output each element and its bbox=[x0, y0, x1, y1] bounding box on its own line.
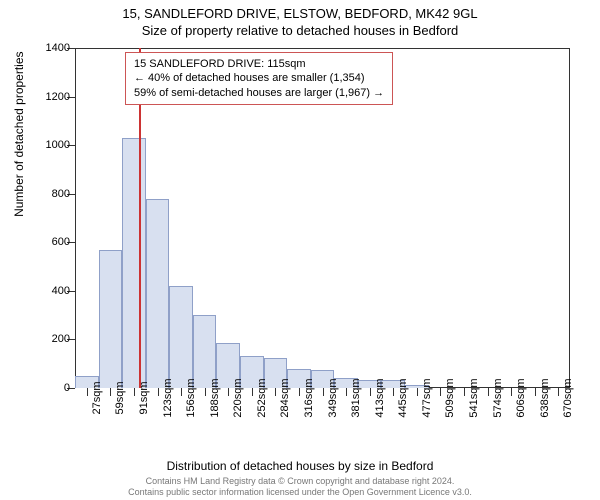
x-tick bbox=[488, 388, 489, 396]
x-tick-label: 670sqm bbox=[562, 378, 574, 417]
x-tick-label: 574sqm bbox=[492, 378, 504, 417]
chart-title-main: 15, SANDLEFORD DRIVE, ELSTOW, BEDFORD, M… bbox=[0, 0, 600, 21]
x-tick bbox=[252, 388, 253, 396]
y-tick-label: 200 bbox=[30, 333, 70, 345]
annotation-line3: 59% of semi-detached houses are larger (… bbox=[134, 86, 384, 100]
annotation-line2: ← 40% of detached houses are smaller (1,… bbox=[134, 71, 384, 85]
y-tick-label: 600 bbox=[30, 236, 70, 248]
x-tick bbox=[87, 388, 88, 396]
x-tick-label: 252sqm bbox=[256, 378, 268, 417]
x-tick bbox=[464, 388, 465, 396]
x-tick-label: 188sqm bbox=[209, 378, 221, 417]
y-axis-title: Number of detached properties bbox=[12, 51, 26, 216]
y-tick-label: 1400 bbox=[30, 42, 70, 54]
x-tick bbox=[110, 388, 111, 396]
x-tick bbox=[275, 388, 276, 396]
x-tick-label: 316sqm bbox=[303, 378, 315, 417]
x-tick bbox=[181, 388, 182, 396]
x-tick bbox=[346, 388, 347, 396]
x-tick bbox=[535, 388, 536, 396]
x-tick-label: 156sqm bbox=[185, 378, 197, 417]
x-tick bbox=[511, 388, 512, 396]
x-tick bbox=[158, 388, 159, 396]
x-tick bbox=[205, 388, 206, 396]
x-tick bbox=[393, 388, 394, 396]
x-tick bbox=[370, 388, 371, 396]
x-tick-label: 349sqm bbox=[327, 378, 339, 417]
x-tick-label: 638sqm bbox=[539, 378, 551, 417]
y-tick-label: 0 bbox=[30, 382, 70, 394]
chart-container: 15, SANDLEFORD DRIVE, ELSTOW, BEDFORD, M… bbox=[0, 0, 600, 500]
annotation-box: 15 SANDLEFORD DRIVE: 115sqm ← 40% of det… bbox=[125, 52, 393, 105]
x-tick bbox=[134, 388, 135, 396]
x-tick-label: 27sqm bbox=[91, 381, 103, 414]
footer-line1: Contains HM Land Registry data © Crown c… bbox=[0, 476, 600, 487]
x-tick-label: 413sqm bbox=[374, 378, 386, 417]
x-tick bbox=[440, 388, 441, 396]
x-tick-label: 381sqm bbox=[350, 378, 362, 417]
footer-attribution: Contains HM Land Registry data © Crown c… bbox=[0, 476, 600, 498]
annotation-line1: 15 SANDLEFORD DRIVE: 115sqm bbox=[134, 57, 384, 71]
x-tick-label: 606sqm bbox=[515, 378, 527, 417]
x-tick-label: 59sqm bbox=[114, 381, 126, 414]
x-tick-label: 220sqm bbox=[232, 378, 244, 417]
x-tick-label: 477sqm bbox=[421, 378, 433, 417]
x-tick bbox=[417, 388, 418, 396]
x-tick-label: 445sqm bbox=[397, 378, 409, 417]
x-tick bbox=[299, 388, 300, 396]
x-tick-label: 509sqm bbox=[444, 378, 456, 417]
y-tick-label: 1200 bbox=[30, 91, 70, 103]
y-tick-label: 1000 bbox=[30, 139, 70, 151]
x-tick-label: 123sqm bbox=[162, 378, 174, 417]
y-tick-label: 400 bbox=[30, 285, 70, 297]
x-tick bbox=[228, 388, 229, 396]
footer-line2: Contains public sector information licen… bbox=[0, 487, 600, 498]
y-tick-label: 800 bbox=[30, 188, 70, 200]
chart-title-sub: Size of property relative to detached ho… bbox=[0, 21, 600, 38]
x-axis-title: Distribution of detached houses by size … bbox=[0, 459, 600, 473]
x-tick bbox=[558, 388, 559, 396]
x-tick bbox=[323, 388, 324, 396]
x-tick-label: 284sqm bbox=[279, 378, 291, 417]
x-tick-label: 541sqm bbox=[468, 378, 480, 417]
